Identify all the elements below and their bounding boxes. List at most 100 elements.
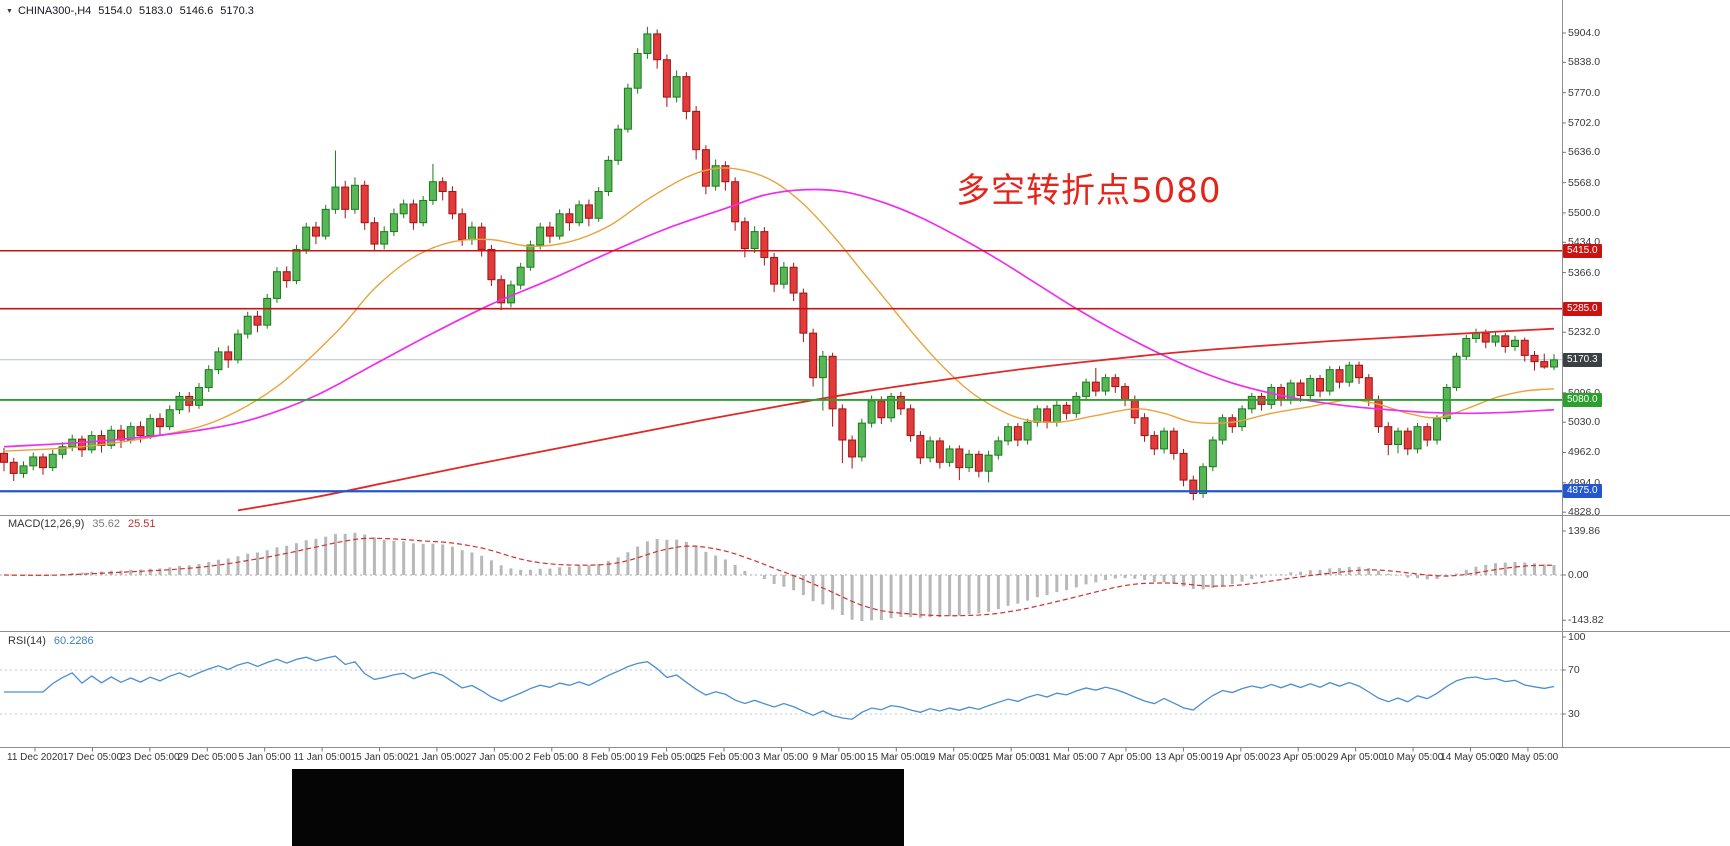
price-level-badge: 4875.0 <box>1563 484 1602 499</box>
macd-signal-line <box>3 537 1555 617</box>
candle <box>906 408 915 437</box>
candle <box>926 440 935 459</box>
candle <box>243 315 252 335</box>
candle <box>750 231 759 250</box>
time-axis-label: 21 Jan 05:00 <box>408 752 466 763</box>
candle <box>731 181 740 223</box>
candle <box>633 52 642 89</box>
price-axis-label: 5232.0 <box>1568 326 1601 339</box>
time-axis-label: 7 Apr 05:00 <box>1100 752 1152 763</box>
candle <box>1355 364 1364 379</box>
time-axis-label: 29 Dec 05:00 <box>177 752 238 763</box>
time-axis-label: 15 Jan 05:00 <box>350 752 409 763</box>
candle <box>0 452 8 463</box>
price-axis-label: 5500.0 <box>1568 206 1601 219</box>
price-level-badge: 5080.0 <box>1563 392 1602 407</box>
chart-arrow-icon: ▼ <box>6 7 13 15</box>
candle <box>1423 426 1432 441</box>
price-axis[interactable]: 5904.0 5838.0 5770.0 5702.0 5636.0 5568.0 5500… <box>1562 0 1730 748</box>
symbol-timeframe-label: CHINA300-,H4 <box>17 5 92 17</box>
price-axis-label: 4828.0 <box>1568 506 1601 519</box>
time-axis-label: 14 May 05:00 <box>1440 752 1501 763</box>
candle <box>887 395 896 419</box>
candle <box>1501 335 1510 348</box>
ma-fast-line <box>3 167 1555 452</box>
candle <box>107 429 116 446</box>
candle <box>321 208 330 237</box>
candle <box>711 165 720 187</box>
candle <box>263 297 272 326</box>
candle <box>1364 377 1373 401</box>
candle <box>575 204 584 224</box>
time-axis-label: 27 Jan 05:00 <box>465 752 524 763</box>
candle <box>789 266 798 294</box>
current-price-badge: 5170.3 <box>1563 352 1602 367</box>
time-axis-label: 13 Apr 05:00 <box>1155 752 1212 763</box>
candle <box>653 33 662 61</box>
candle <box>1442 386 1451 420</box>
candle <box>1179 452 1188 481</box>
candle <box>770 256 779 285</box>
time-axis-label: 29 Apr 05:00 <box>1327 752 1385 763</box>
candle <box>292 248 301 282</box>
candle <box>721 165 730 183</box>
time-axis[interactable]: 11 Dec 2020 17 Dec 05:00 23 Dec 05:00 29 De… <box>0 748 1730 768</box>
candle <box>643 33 652 54</box>
price-axis-label: 5366.0 <box>1568 266 1601 279</box>
candle <box>867 400 876 424</box>
candle <box>1413 426 1422 450</box>
candle <box>58 446 67 455</box>
candle <box>536 226 545 246</box>
candle <box>282 271 291 282</box>
macd-signal-value: 25.51 <box>127 518 156 530</box>
candle <box>526 244 535 268</box>
macd-label-row: MACD(12,26,9) 35.62 25.51 <box>8 518 155 530</box>
candle <box>438 181 447 193</box>
candle <box>1394 430 1403 445</box>
time-axis-label: 25 Mar 05:00 <box>981 752 1041 763</box>
candle <box>48 453 57 469</box>
rsi-axis-label: 100 <box>1568 631 1586 643</box>
candle <box>1316 378 1325 392</box>
candle <box>692 110 701 151</box>
rsi-indicator-label: RSI(14) <box>8 635 46 647</box>
time-axis-label: 8 Feb 05:00 <box>582 752 636 763</box>
candle <box>1023 421 1032 441</box>
macd-main-value: 35.62 <box>92 518 120 530</box>
time-axis-label: 17 Dec 05:00 <box>62 752 123 763</box>
candle <box>623 87 632 130</box>
candle <box>214 351 223 371</box>
candle <box>487 248 496 281</box>
candle <box>458 213 467 241</box>
candle <box>594 191 603 219</box>
ma-mid-line <box>3 188 1555 448</box>
time-axis-label: 19 Mar 05:00 <box>924 752 984 763</box>
candle <box>877 400 886 419</box>
time-axis-label: 5 Jan 05:00 <box>238 752 291 763</box>
candle <box>682 76 691 112</box>
time-axis-label: 11 Dec 2020 <box>7 752 63 763</box>
candle <box>955 448 964 469</box>
rsi-line <box>4 655 1555 720</box>
candle <box>1530 354 1539 363</box>
time-axis-label: 15 Mar 05:00 <box>866 752 926 763</box>
ohlc-close-value: 5170.3 <box>220 5 254 17</box>
ohlc-high-value: 5183.0 <box>138 5 173 17</box>
time-axis-label: 9 Mar 05:00 <box>812 752 866 763</box>
candle <box>1004 426 1013 442</box>
candle <box>614 128 623 161</box>
price-level-badge: 5285.0 <box>1563 301 1602 316</box>
candlestick-series <box>0 26 1558 501</box>
chart-ohlc-header: ▼ CHINA300-,H4 5154.0 5183.0 5146.6 5170… <box>6 5 254 17</box>
candle <box>204 369 213 388</box>
ohlc-low-value: 5146.6 <box>179 5 214 17</box>
candle <box>194 386 203 406</box>
candle <box>896 395 905 410</box>
ma-slow-line <box>237 327 1555 512</box>
price-axis-label: 5770.0 <box>1568 86 1601 99</box>
candle <box>448 191 457 215</box>
candle <box>1267 386 1276 405</box>
horizontal-scrollbar[interactable] <box>292 769 904 846</box>
candle <box>945 448 954 463</box>
